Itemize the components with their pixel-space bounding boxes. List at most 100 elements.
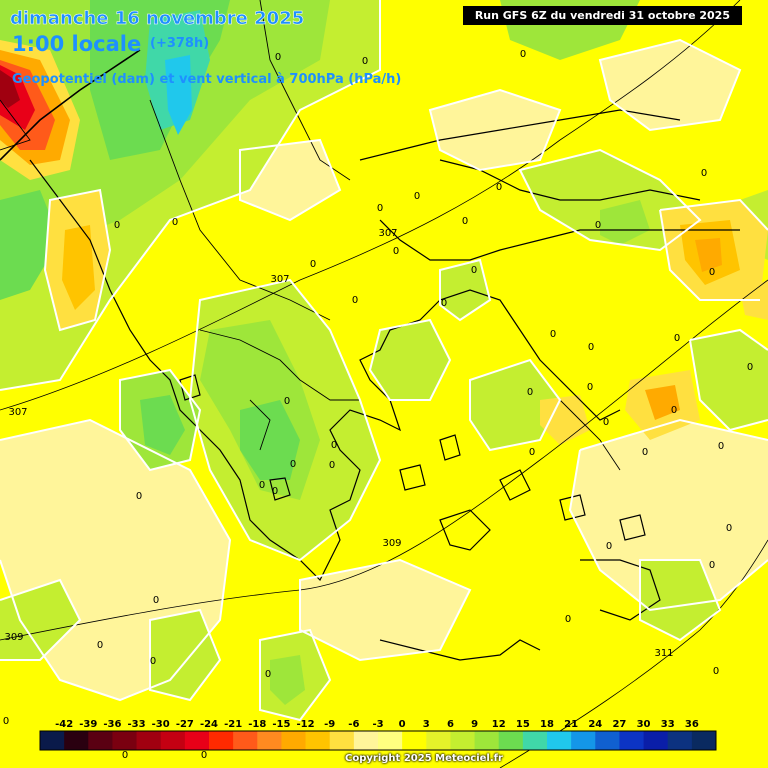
coastline (269, 477, 291, 501)
border (559, 399, 621, 471)
legend-frame (39, 730, 717, 751)
geopotential-isoline-307 (0, 0, 741, 411)
legend-swatch (450, 731, 475, 750)
legend-swatch (233, 731, 258, 750)
legend-tick-label: 24 (588, 719, 602, 730)
vertical-velocity-label: 0 (331, 440, 337, 451)
zero-contour (43, 188, 112, 332)
vertical-velocity-label: 0 (718, 441, 724, 452)
vertical-velocity-label: 0 (565, 614, 571, 625)
vertical-velocity-label: 0 (284, 396, 290, 407)
legend-tick-label: 15 (516, 719, 530, 730)
orange-zone (695, 238, 722, 272)
vertical-velocity-label: 0 (527, 387, 533, 398)
field-description: Geopotentiel (dam) et vent vertical à 70… (12, 72, 402, 87)
vertical-velocity-label: 0 (290, 459, 296, 470)
coastline (499, 469, 531, 501)
legend-swatch (691, 731, 717, 750)
legend-swatch (426, 731, 451, 750)
legend-tick-label: -15 (272, 719, 290, 730)
vertical-velocity-label: 0 (709, 560, 715, 571)
legend-tick-label: -33 (128, 719, 146, 730)
cold-core (0, 70, 20, 108)
legend-swatch (329, 731, 355, 750)
green-zone (270, 655, 305, 705)
legend-tick-label: -3 (372, 719, 383, 730)
zero-contour (659, 198, 768, 231)
legend-tick-label: 33 (661, 719, 675, 730)
legend-tick-label: -27 (176, 719, 194, 730)
geopotential-label: 309 (382, 538, 401, 549)
legend-swatch (378, 731, 403, 750)
zero-contour (0, 418, 232, 702)
vertical-velocity-label: 0 (310, 259, 316, 270)
legend-swatch (257, 731, 282, 750)
legend-tick-labels: -42 -39 -36 -33 -30 -27 -24 -21 -18 -15 -12 -9 -6 -3 0… (55, 719, 699, 730)
vertical-velocity-label: 0 (265, 669, 271, 680)
legend-tick-label: -9 (324, 719, 335, 730)
green-zone (690, 330, 768, 430)
vertical-velocity-label: 0 (595, 220, 601, 231)
legend-swatches (39, 730, 717, 751)
geopotential-isoline-309 (0, 279, 768, 641)
pale-zone (430, 90, 560, 170)
legend-swatch (281, 731, 306, 750)
zero-contour (428, 88, 562, 172)
vertical-velocity-label: 0 (587, 382, 593, 393)
legend-tick-label: -30 (152, 719, 170, 730)
green-zone (470, 360, 560, 450)
zero-contour (299, 558, 472, 662)
legend-tick-label: -6 (348, 719, 359, 730)
coastline (399, 464, 426, 491)
coastline (29, 159, 621, 582)
vertical-velocity-label: 0 (603, 417, 609, 428)
vertical-velocity-label: 0 (726, 523, 732, 534)
legend-tick-label: 3 (423, 719, 430, 730)
pale-zone (300, 560, 470, 660)
geopotential-label: 311 (654, 648, 673, 659)
zero-contour (259, 628, 332, 722)
legend-tick-label: 12 (492, 719, 506, 730)
legend-swatch (88, 731, 113, 750)
forecast-time: 1:00 locale (12, 32, 142, 56)
vertical-velocity-label: 0 (674, 333, 680, 344)
legend-tick-label: 6 (447, 719, 454, 730)
legend-tick-label: -12 (297, 719, 315, 730)
coastline (439, 509, 491, 551)
legend-tick-label: 21 (564, 719, 578, 730)
zero-contour (689, 339, 768, 432)
legend-tick-label: -42 (55, 719, 73, 730)
green-zone (600, 200, 650, 245)
geopotential-label: 307 (378, 228, 397, 239)
forecast-date: dimanche 16 novembre 2025 (10, 8, 305, 30)
vertical-velocity-label: 0 (471, 265, 477, 276)
orange-zone (62, 225, 95, 310)
green-zone (440, 260, 490, 320)
zero-contour (0, 0, 381, 391)
vertical-velocity-label: 0 (275, 52, 281, 63)
orange-zone (645, 385, 680, 420)
vertical-velocity-label: 0 (642, 447, 648, 458)
zero-contour (239, 138, 342, 222)
legend-swatch (474, 731, 500, 750)
legend-tick-label: -18 (248, 719, 266, 730)
green-zone (150, 610, 220, 700)
border (149, 99, 331, 321)
zero-contour (639, 559, 722, 642)
zero-contour (518, 148, 702, 252)
vertical-velocity-label: 0 (441, 298, 447, 309)
coastline (619, 514, 646, 541)
zero-contour (469, 358, 562, 452)
green-zone (640, 560, 720, 640)
vertical-velocity-label: 0 (153, 595, 159, 606)
geopotential-label: 307 (270, 274, 289, 285)
vertical-velocity-label: 0 (713, 666, 719, 677)
vertical-velocity-label: 0 (709, 267, 715, 278)
legend-swatch (40, 731, 65, 750)
green-zone (370, 320, 450, 400)
vertical-velocity-label: 0 (352, 295, 358, 306)
legend-swatch (64, 731, 89, 750)
vertical-velocity-label: 0 (747, 362, 753, 373)
legend-swatch (160, 731, 186, 750)
